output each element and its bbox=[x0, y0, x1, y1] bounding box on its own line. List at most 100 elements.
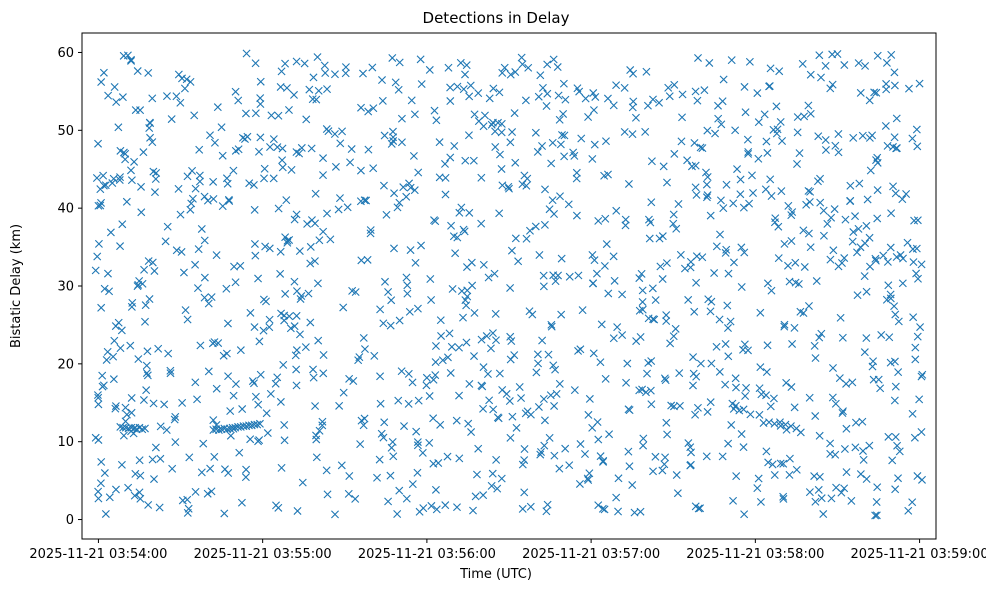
data-point bbox=[815, 51, 824, 60]
data-point bbox=[109, 174, 118, 183]
data-point bbox=[172, 92, 181, 101]
data-point bbox=[281, 289, 290, 298]
data-point bbox=[533, 147, 542, 156]
data-point bbox=[469, 506, 477, 515]
data-point bbox=[413, 468, 422, 477]
data-point bbox=[669, 219, 678, 228]
data-point bbox=[826, 439, 835, 448]
data-point bbox=[506, 138, 515, 147]
data-point bbox=[161, 237, 170, 246]
data-point bbox=[104, 91, 113, 100]
data-point bbox=[688, 381, 697, 390]
data-point bbox=[755, 410, 764, 419]
data-point bbox=[224, 372, 233, 381]
data-point bbox=[477, 335, 486, 344]
data-point bbox=[547, 322, 556, 331]
data-point bbox=[345, 472, 354, 480]
data-point bbox=[311, 189, 320, 198]
data-point bbox=[744, 149, 753, 158]
data-point bbox=[883, 257, 892, 266]
data-point bbox=[838, 333, 847, 342]
data-point bbox=[373, 473, 382, 482]
data-point bbox=[254, 147, 263, 156]
data-point bbox=[902, 190, 911, 199]
data-point bbox=[462, 338, 471, 347]
data-point bbox=[550, 209, 559, 218]
data-point bbox=[306, 242, 315, 251]
data-point bbox=[831, 450, 840, 459]
data-point bbox=[339, 303, 348, 312]
data-point bbox=[774, 222, 783, 231]
data-point bbox=[630, 508, 639, 517]
data-point bbox=[121, 403, 130, 412]
data-point bbox=[326, 235, 335, 244]
data-point bbox=[126, 341, 135, 350]
data-point bbox=[655, 98, 664, 107]
data-point bbox=[262, 409, 271, 418]
data-point bbox=[851, 443, 860, 452]
data-point bbox=[693, 96, 702, 105]
data-point bbox=[321, 69, 330, 77]
data-point bbox=[280, 421, 289, 429]
data-point bbox=[842, 468, 851, 477]
data-point bbox=[787, 211, 796, 220]
data-point bbox=[105, 287, 114, 296]
data-point bbox=[397, 367, 406, 376]
data-point bbox=[840, 61, 849, 70]
data-point bbox=[331, 510, 339, 519]
data-point bbox=[772, 102, 781, 111]
data-point bbox=[265, 323, 274, 332]
data-point bbox=[206, 464, 215, 473]
data-point bbox=[359, 69, 367, 78]
data-point bbox=[525, 226, 534, 235]
data-point bbox=[143, 371, 152, 380]
data-point bbox=[319, 351, 328, 359]
data-point bbox=[765, 82, 774, 91]
data-point bbox=[394, 396, 403, 405]
data-point bbox=[676, 250, 685, 259]
data-point bbox=[696, 359, 705, 368]
data-point bbox=[847, 496, 856, 505]
data-point bbox=[561, 444, 570, 453]
data-point bbox=[662, 317, 671, 326]
data-point bbox=[276, 269, 285, 278]
data-point bbox=[585, 469, 594, 478]
data-point bbox=[613, 323, 622, 332]
data-point bbox=[335, 194, 344, 203]
data-point bbox=[479, 122, 488, 131]
data-point bbox=[222, 284, 231, 293]
data-point bbox=[693, 403, 702, 412]
data-point bbox=[254, 400, 263, 409]
data-point bbox=[534, 92, 543, 101]
data-point bbox=[295, 247, 304, 256]
data-point bbox=[600, 171, 609, 180]
data-point bbox=[718, 452, 727, 461]
data-point bbox=[388, 53, 397, 62]
data-point bbox=[765, 418, 774, 427]
data-point bbox=[135, 456, 144, 465]
data-point bbox=[830, 205, 839, 214]
data-point bbox=[206, 131, 214, 140]
data-point bbox=[787, 237, 796, 245]
data-point bbox=[716, 196, 725, 205]
data-point bbox=[491, 143, 500, 152]
data-point bbox=[721, 248, 730, 257]
data-point bbox=[785, 470, 794, 479]
data-point bbox=[384, 497, 393, 506]
data-point bbox=[260, 164, 269, 173]
data-point bbox=[194, 245, 203, 254]
data-point bbox=[135, 488, 144, 497]
data-point bbox=[179, 268, 188, 277]
data-point bbox=[643, 101, 652, 110]
data-point bbox=[437, 331, 446, 340]
data-point bbox=[425, 438, 434, 447]
data-point bbox=[873, 186, 882, 195]
data-point bbox=[531, 222, 540, 231]
data-point bbox=[150, 475, 158, 484]
data-point bbox=[167, 115, 176, 124]
data-point bbox=[377, 429, 386, 438]
data-point bbox=[292, 381, 301, 390]
data-point bbox=[254, 274, 263, 283]
data-point bbox=[910, 433, 919, 442]
data-point bbox=[873, 153, 882, 162]
